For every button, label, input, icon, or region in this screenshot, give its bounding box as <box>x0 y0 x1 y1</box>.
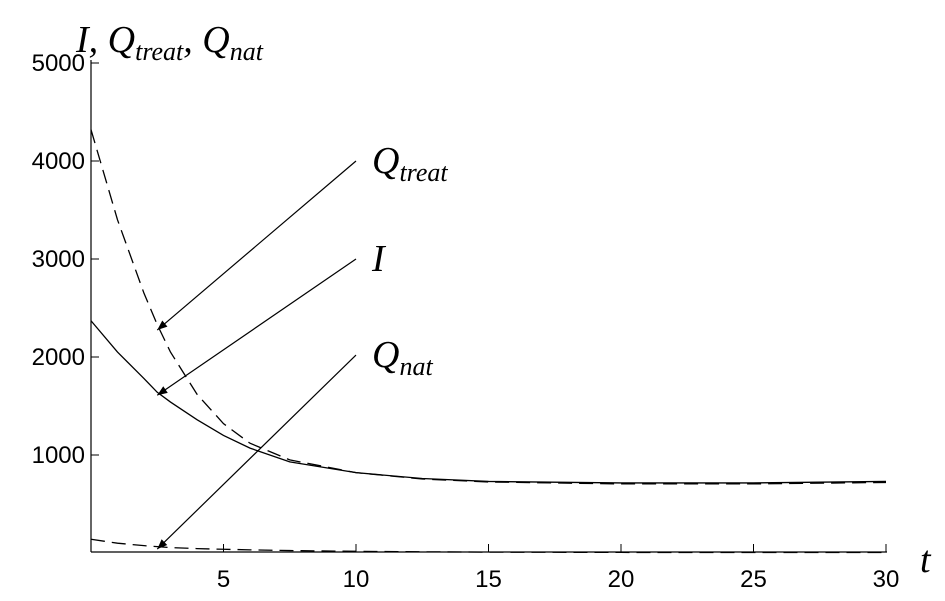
x-axis-label: t <box>920 539 932 581</box>
x-tick-label: 30 <box>873 566 900 593</box>
subscript: treat <box>135 37 184 66</box>
text-part: Q <box>372 334 399 376</box>
text-part: I, Q <box>75 19 135 61</box>
x-tick-label: 5 <box>217 566 230 593</box>
y-tick-label: 5000 <box>32 50 85 77</box>
x-tick-label: 10 <box>343 566 370 593</box>
x-tick-label: 15 <box>475 566 502 593</box>
series-line <box>90 538 886 554</box>
x-tick-label: 25 <box>740 566 767 593</box>
series-line <box>90 320 887 484</box>
annotation-arrow <box>156 160 357 331</box>
text-part: Q <box>372 140 399 182</box>
x-tick-label: 20 <box>608 566 635 593</box>
series-line <box>90 129 887 485</box>
y-axis-label: I, Qtreat, Qnat <box>75 19 264 66</box>
annotation-arrow <box>156 354 357 550</box>
annotation-arrow <box>156 258 357 396</box>
y-tick-label: 4000 <box>32 148 85 175</box>
y-tick-label: 3000 <box>32 246 85 273</box>
subscript: treat <box>399 158 448 187</box>
subscript: nat <box>230 37 264 66</box>
y-tick-label: 1000 <box>32 442 85 469</box>
annotation-label: I <box>371 238 387 280</box>
annotation-label: Qnat <box>372 334 433 381</box>
annotation-label: Qtreat <box>372 140 448 187</box>
y-tick-label: 2000 <box>32 344 85 371</box>
text-part: I <box>371 238 387 280</box>
subscript: nat <box>399 352 433 381</box>
text-part: , Q <box>183 19 229 61</box>
